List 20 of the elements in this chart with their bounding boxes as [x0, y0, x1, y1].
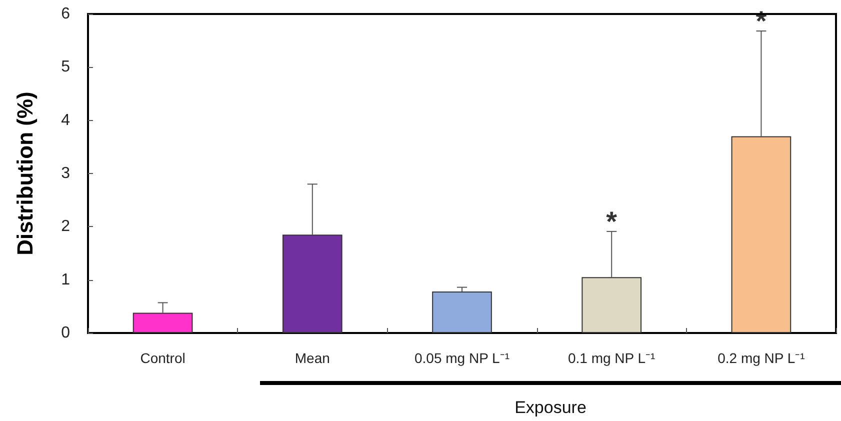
- x-tick-label: Mean: [294, 350, 330, 366]
- y-tick-label: 1: [61, 271, 70, 288]
- x-tick-label: Control: [140, 350, 186, 366]
- x-axis-title: Exposure: [514, 398, 588, 418]
- bar: [132, 312, 193, 333]
- x-tick-label: 0.1 mg NP L⁻¹: [568, 350, 656, 366]
- bar: [432, 292, 492, 333]
- y-tick-label: 0: [61, 324, 70, 342]
- y-tick-label: 5: [61, 58, 70, 76]
- bar: [282, 234, 342, 333]
- y-tick-label: 4: [61, 112, 70, 129]
- y-axis-title: Distribution (%): [12, 92, 38, 256]
- y-tick-label: 3: [61, 165, 70, 182]
- bar: [582, 277, 642, 333]
- x-tick-label: 0.05 mg NP L⁻¹: [414, 350, 510, 366]
- x-tick-label: 0.2 mg NP L⁻¹: [718, 350, 806, 366]
- bar: [731, 136, 792, 333]
- y-tick-label: 2: [61, 218, 70, 236]
- y-tick-label: 6: [61, 6, 70, 22]
- annotation: *: [606, 206, 618, 237]
